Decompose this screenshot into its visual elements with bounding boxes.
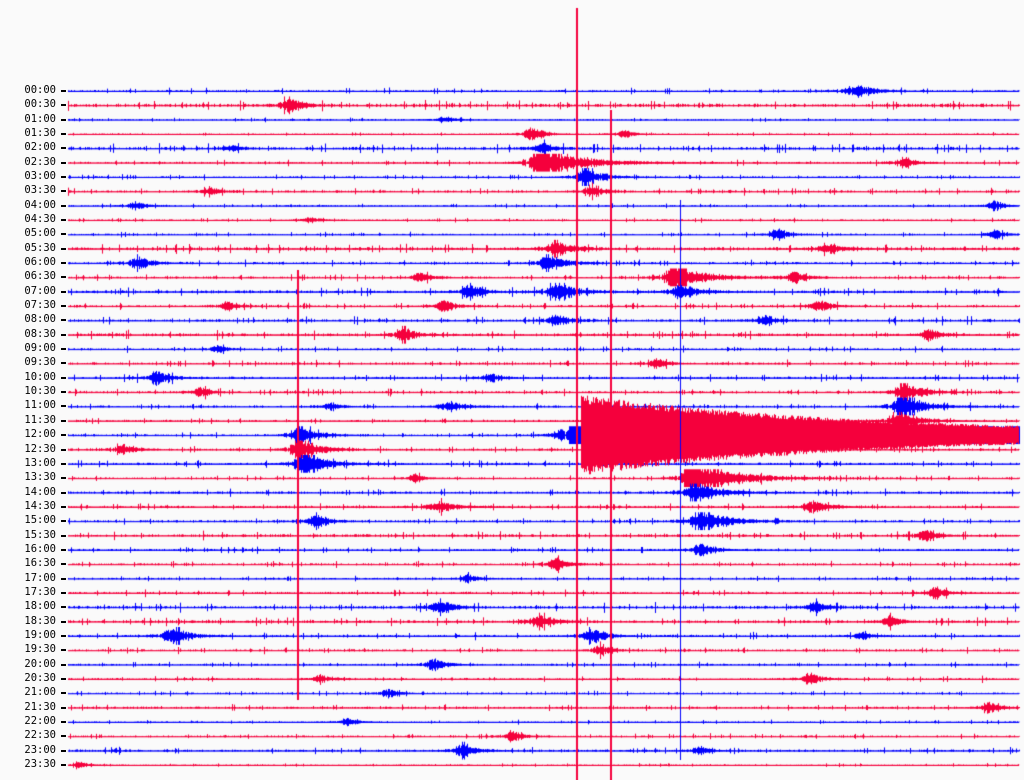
y-axis-tick-label: 09:30 xyxy=(24,356,56,369)
y-axis-tick-mark xyxy=(61,620,66,623)
y-axis-tick-label: 06:30 xyxy=(24,270,56,283)
y-axis-tick-label: 20:30 xyxy=(24,671,56,684)
y-axis-tick-label: 18:00 xyxy=(24,600,56,613)
y-axis-tick-mark xyxy=(61,333,66,336)
y-axis-tick-mark xyxy=(61,462,66,465)
y-axis-tick-mark xyxy=(61,663,66,666)
y-axis-tick-label: 14:00 xyxy=(24,485,56,498)
y-axis-tick-mark xyxy=(61,348,66,351)
y-axis-tick-label: 04:00 xyxy=(24,198,56,211)
y-axis-tick-label: 02:30 xyxy=(24,155,56,168)
y-axis-tick-mark xyxy=(61,204,66,207)
y-axis-tick-mark xyxy=(61,505,66,508)
y-axis-tick-label: 03:00 xyxy=(24,170,56,183)
y-axis-tick-label: 18:30 xyxy=(24,614,56,627)
y-axis-tick-label: 20:00 xyxy=(24,657,56,670)
y-axis-tick-label: 11:00 xyxy=(24,399,56,412)
y-axis-tick-mark xyxy=(61,405,66,408)
y-axis-tick-mark xyxy=(61,133,66,136)
y-axis-tick-label: 13:00 xyxy=(24,456,56,469)
y-axis-tick-mark xyxy=(61,362,66,365)
y-axis-tick-label: 10:30 xyxy=(24,385,56,398)
y-axis-tick-mark xyxy=(61,391,66,394)
y-axis-tick-label: 05:30 xyxy=(24,241,56,254)
y-axis-tick-mark xyxy=(61,749,66,752)
y-axis-tick-mark xyxy=(61,190,66,193)
y-axis-tick-mark xyxy=(61,692,66,695)
y-axis-tick-label: 00:00 xyxy=(24,84,56,96)
y-axis-tick-mark xyxy=(61,376,66,379)
y-axis-tick-mark xyxy=(61,319,66,322)
y-axis-tick-mark xyxy=(61,706,66,709)
y-axis-tick-mark xyxy=(61,219,66,222)
y-axis-tick-label: 12:30 xyxy=(24,442,56,455)
y-axis-tick-mark xyxy=(61,634,66,637)
y-axis-tick-label: 15:30 xyxy=(24,528,56,541)
y-axis-tick-label: 16:30 xyxy=(24,557,56,570)
y-axis-tick-mark xyxy=(61,520,66,523)
y-axis-tick-label: 03:30 xyxy=(24,184,56,197)
y-axis-tick-mark xyxy=(61,90,66,92)
y-axis-tick-mark xyxy=(61,118,66,121)
y-axis-tick-mark xyxy=(61,491,66,494)
y-axis-tick-label: 22:30 xyxy=(24,729,56,742)
y-axis-tick-mark xyxy=(61,720,66,723)
y-axis-tick-mark xyxy=(61,677,66,680)
y-axis-tick-label: 07:30 xyxy=(24,299,56,312)
y-axis-tick-label: 19:30 xyxy=(24,643,56,656)
y-axis-tick-label: 04:30 xyxy=(24,213,56,226)
y-axis-tick-mark xyxy=(61,176,66,179)
y-axis-tick-label: 15:00 xyxy=(24,514,56,527)
y-axis-tick-label: 12:00 xyxy=(24,428,56,441)
y-axis-tick-label: 23:00 xyxy=(24,743,56,756)
y-axis-tick-label: 21:30 xyxy=(24,700,56,713)
y-axis-tick-label: 09:00 xyxy=(24,342,56,355)
y-axis-tick-mark xyxy=(61,606,66,609)
y-axis-tick-label: 10:00 xyxy=(24,370,56,383)
y-axis-tick-label: 11:30 xyxy=(24,413,56,426)
y-axis-tick-mark xyxy=(61,534,66,537)
y-axis-tick-mark xyxy=(61,104,66,107)
y-axis-tick-label: 00:30 xyxy=(24,98,56,111)
y-axis-tick-mark xyxy=(61,262,66,265)
y-axis-tick-mark xyxy=(61,548,66,551)
y-axis-tick-label: 17:30 xyxy=(24,585,56,598)
y-axis-tick-mark xyxy=(61,563,66,566)
y-axis-tick-label: 06:00 xyxy=(24,256,56,269)
y-axis-tick-label: 01:00 xyxy=(24,112,56,125)
y-axis-tick-mark xyxy=(61,419,66,422)
y-axis-tick-mark xyxy=(61,147,66,150)
y-axis-tick-mark xyxy=(61,233,66,236)
y-axis-tick-label: 01:30 xyxy=(24,127,56,140)
y-axis-tick-mark xyxy=(61,577,66,580)
y-axis-tick-mark xyxy=(61,276,66,279)
y-axis-tick-mark xyxy=(61,247,66,250)
y-axis-tick-label: 23:30 xyxy=(24,757,56,770)
y-axis-tick-mark xyxy=(61,649,66,652)
y-axis-tick-label: 07:00 xyxy=(24,284,56,297)
y-axis-tick-mark xyxy=(61,161,66,164)
y-axis-tick-mark xyxy=(61,290,66,293)
y-axis-tick-label: 16:00 xyxy=(24,542,56,555)
y-axis-tick-mark xyxy=(61,434,66,437)
y-axis-tick-label: 17:00 xyxy=(24,571,56,584)
y-axis-tick-mark xyxy=(61,448,66,451)
y-axis-tick-mark xyxy=(61,735,66,738)
y-axis-tick-mark xyxy=(61,477,66,480)
y-axis-tick-label: 13:30 xyxy=(24,471,56,484)
y-axis-tick-label: 08:00 xyxy=(24,313,56,326)
y-axis-tick-label: 14:30 xyxy=(24,499,56,512)
y-axis-tick-label: 08:30 xyxy=(24,327,56,340)
y-axis-tick-mark xyxy=(61,591,66,594)
y-axis-tick-label: 05:00 xyxy=(24,227,56,240)
y-axis-tick-label: 22:00 xyxy=(24,714,56,727)
y-axis-tick-mark xyxy=(61,305,66,308)
y-axis-tick-label: 02:00 xyxy=(24,141,56,154)
y-axis-tick-label: 21:00 xyxy=(24,686,56,699)
y-axis-tick-label: 19:00 xyxy=(24,628,56,641)
y-axis-tick-mark xyxy=(61,763,66,766)
